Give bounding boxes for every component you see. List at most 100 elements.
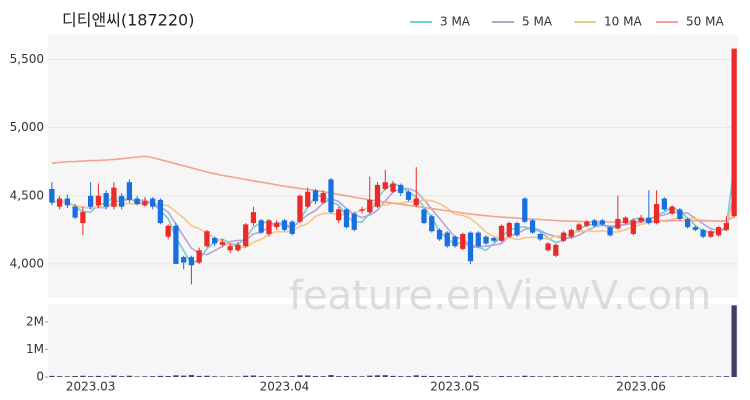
candle-body bbox=[328, 179, 334, 213]
candle-body bbox=[243, 224, 249, 247]
volume-bar bbox=[188, 375, 195, 377]
candle-body bbox=[731, 48, 737, 217]
candle-body bbox=[390, 183, 396, 192]
candle-body bbox=[95, 195, 102, 206]
volume-bar bbox=[498, 376, 505, 377]
volume-bar bbox=[305, 375, 311, 377]
volume-bar bbox=[646, 376, 652, 377]
volume-bar bbox=[289, 376, 295, 377]
volume-bar bbox=[49, 375, 55, 377]
candle-body bbox=[382, 182, 388, 189]
candle-body bbox=[80, 212, 86, 224]
candle-body bbox=[336, 209, 342, 221]
volume-bar bbox=[390, 375, 396, 377]
candle-body bbox=[281, 220, 288, 230]
y-tick-label: 2M bbox=[26, 314, 44, 328]
volume-bar bbox=[281, 376, 288, 377]
candle-body bbox=[119, 195, 125, 207]
volume-bar bbox=[529, 376, 536, 377]
candle-body bbox=[72, 206, 78, 218]
volume-bar bbox=[243, 375, 249, 377]
candle-body bbox=[398, 184, 404, 194]
volume-bar bbox=[312, 376, 319, 377]
volume-bar bbox=[266, 376, 272, 377]
candle-body bbox=[421, 209, 427, 224]
volume-bar bbox=[731, 305, 737, 377]
candle-body bbox=[367, 199, 373, 213]
candle-body bbox=[723, 223, 730, 230]
volume-bar bbox=[88, 376, 94, 377]
volume-bar bbox=[72, 376, 78, 377]
volume-bar bbox=[95, 375, 102, 377]
candle-body bbox=[436, 229, 443, 240]
volume-bar bbox=[181, 375, 187, 377]
y-tick-label: 0 bbox=[36, 370, 44, 384]
candle-body bbox=[289, 221, 295, 234]
candle-body bbox=[196, 250, 202, 263]
candle-body bbox=[444, 232, 450, 247]
volume-bar bbox=[638, 376, 644, 377]
candle-body bbox=[157, 199, 164, 224]
y-tick-label: 5,000 bbox=[10, 120, 44, 134]
volume-bar bbox=[576, 376, 582, 377]
volume-bar bbox=[413, 375, 419, 377]
volume-bar bbox=[708, 376, 714, 377]
legend-label: 5 MA bbox=[522, 15, 553, 29]
volume-bar bbox=[343, 376, 350, 377]
volume-bar bbox=[297, 375, 303, 377]
volume-panel bbox=[48, 304, 738, 377]
x-tick-label: 2023.04 bbox=[260, 380, 310, 394]
legend-label: 10 MA bbox=[604, 15, 642, 29]
candle-body bbox=[615, 218, 621, 229]
candle-body bbox=[359, 209, 365, 211]
candle-body bbox=[227, 246, 233, 251]
candle-body bbox=[669, 206, 675, 214]
volume-bar bbox=[591, 376, 598, 377]
candle-body bbox=[483, 236, 489, 244]
candle-body bbox=[212, 238, 218, 244]
candle-body bbox=[452, 236, 458, 247]
candle-body bbox=[514, 223, 520, 236]
candle-body bbox=[692, 227, 698, 230]
volume-bar bbox=[522, 375, 528, 377]
candle-body bbox=[568, 229, 574, 237]
volume-bar bbox=[506, 376, 512, 377]
volume-bar bbox=[615, 376, 621, 377]
candle-body bbox=[111, 187, 117, 207]
volume-bar bbox=[723, 376, 730, 377]
price-panel bbox=[48, 35, 738, 298]
candle-body bbox=[235, 244, 241, 251]
candle-body bbox=[181, 257, 187, 263]
volume-bar bbox=[684, 376, 691, 377]
volume-bar bbox=[382, 375, 388, 377]
volume-bar bbox=[700, 376, 706, 377]
candle-body bbox=[64, 198, 71, 206]
volume-bar bbox=[374, 375, 381, 377]
candle-body bbox=[653, 203, 660, 224]
candle-body bbox=[576, 224, 582, 230]
volume-bar bbox=[475, 376, 481, 377]
candle-body bbox=[274, 223, 280, 228]
candle-body bbox=[88, 195, 94, 207]
y-tick-label: 5,500 bbox=[10, 52, 44, 66]
candle-body bbox=[607, 227, 613, 236]
candle-body bbox=[622, 217, 629, 224]
y-tick-label: 4,500 bbox=[10, 188, 44, 202]
volume-bar bbox=[436, 376, 443, 377]
volume-bar bbox=[514, 376, 520, 377]
candle-body bbox=[491, 238, 497, 241]
candle-body bbox=[545, 243, 551, 251]
volume-bar bbox=[80, 375, 86, 377]
volume-bar bbox=[196, 375, 202, 377]
volume-bar bbox=[212, 376, 218, 377]
volume-bar bbox=[460, 376, 466, 377]
volume-bar bbox=[157, 375, 164, 377]
volume-bar bbox=[111, 375, 117, 377]
candle-body bbox=[49, 188, 55, 203]
volume-bar bbox=[328, 375, 334, 377]
volume-bar bbox=[653, 376, 660, 377]
candle-body bbox=[553, 244, 559, 256]
candle-body bbox=[103, 193, 109, 207]
candle-body bbox=[56, 198, 63, 207]
volume-bar bbox=[622, 376, 629, 377]
